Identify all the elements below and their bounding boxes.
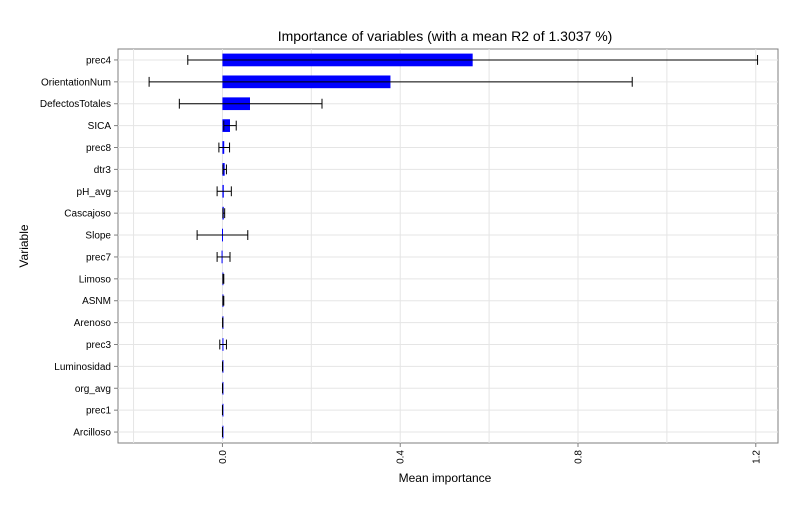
y-tick-label: prec8 — [86, 143, 111, 154]
x-tick-label: 0.8 — [574, 450, 585, 464]
error-bar-Limoso — [223, 274, 224, 284]
y-tick-label: ASNM — [82, 296, 111, 307]
y-tick-label: Limoso — [79, 274, 112, 285]
y-tick-label: prec3 — [86, 340, 111, 351]
y-tick-label: Cascajoso — [64, 209, 111, 220]
chart-title: Importance of variables (with a mean R2 … — [278, 28, 613, 44]
x-tick-label: 0.4 — [396, 450, 407, 464]
y-tick-label: pH_avg — [77, 187, 111, 198]
y-tick-label: Luminosidad — [54, 362, 111, 373]
y-tick-label: org_avg — [75, 384, 111, 395]
y-tick-label: Arcilloso — [73, 428, 111, 439]
y-axis-title: Variable — [17, 224, 31, 267]
error-bar-ASNM — [223, 296, 224, 306]
y-tick-label: Slope — [85, 231, 111, 242]
y-tick-label: prec4 — [86, 55, 111, 66]
x-tick-label: 1.2 — [751, 450, 762, 464]
y-tick-label: Arenoso — [74, 318, 112, 329]
y-tick-label: prec1 — [86, 406, 111, 417]
x-axis-title: Mean importance — [399, 471, 492, 485]
y-tick-label: OrientationNum — [41, 77, 111, 88]
y-tick-label: SICA — [88, 121, 112, 132]
y-tick-label: DefectosTotales — [40, 99, 111, 110]
plot-panel — [118, 49, 778, 443]
x-tick-label: 0.0 — [218, 450, 229, 464]
y-tick-label: dtr3 — [94, 165, 112, 176]
y-tick-label: prec7 — [86, 252, 111, 263]
